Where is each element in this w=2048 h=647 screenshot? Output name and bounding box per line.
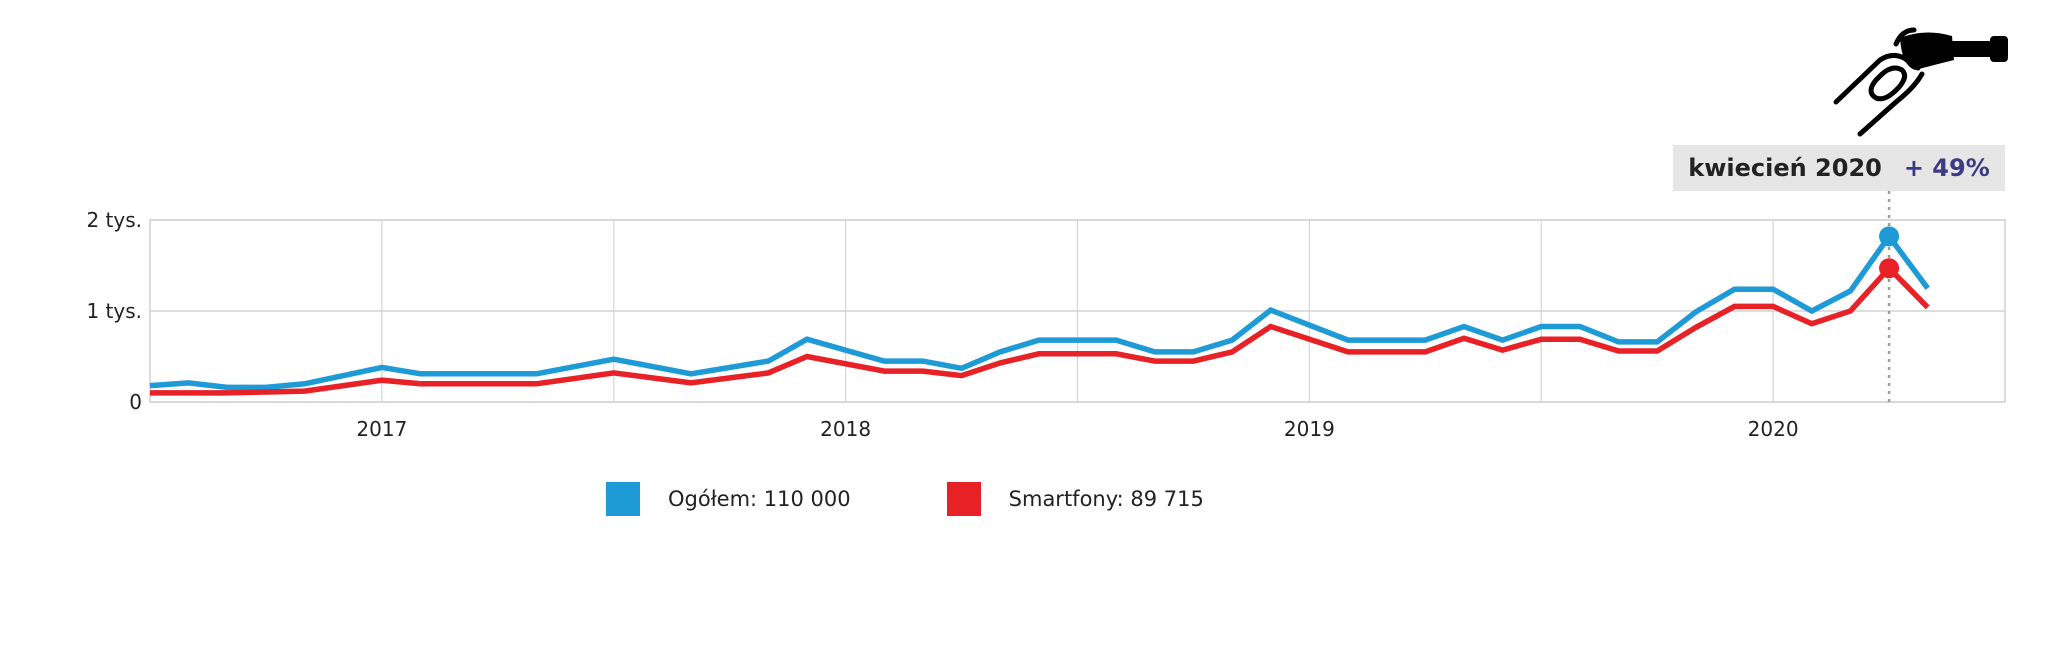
- series-lines: [149, 231, 1930, 396]
- callout-date: kwiecień 2020: [1688, 154, 1882, 182]
- y-tick-label: 2 tys.: [86, 208, 142, 232]
- x-tick-label: 2018: [820, 417, 871, 441]
- callout-change: + 49%: [1903, 154, 1990, 182]
- fuel-nozzle-hand-icon: [1830, 26, 2014, 142]
- x-tick-label: 2019: [1284, 417, 1335, 441]
- x-tick-labels: 2017 2018 2019 2020: [356, 417, 1798, 441]
- y-tick-label: 0: [129, 390, 142, 414]
- highlight-point-smartphones: [1879, 258, 1900, 279]
- series-line-total: [149, 231, 1930, 391]
- series-line-smartphones: [150, 264, 1930, 396]
- legend-item-total: Ogółem: 110 000: [606, 482, 851, 516]
- x-tick-label: 2020: [1748, 417, 1799, 441]
- y-tick-labels: 0 1 tys. 2 tys.: [86, 208, 142, 414]
- legend-label-total: Ogółem: 110 000: [668, 487, 851, 511]
- y-tick-label: 1 tys.: [86, 299, 142, 323]
- highlight-point-total: [1879, 226, 1900, 247]
- x-tick-label: 2017: [356, 417, 407, 441]
- legend-swatch-smartphones: [946, 482, 981, 516]
- legend: Ogółem: 110 000 Smartfony: 89 715: [606, 482, 1300, 516]
- highlight-markers: [1879, 226, 1900, 279]
- legend-item-smartphones: Smartfony: 89 715: [946, 482, 1204, 516]
- legend-swatch-total: [606, 482, 640, 516]
- legend-label-smartphones: Smartfony: 89 715: [1008, 487, 1204, 511]
- highlight-callout: kwiecień 2020 + 49%: [1673, 145, 2005, 191]
